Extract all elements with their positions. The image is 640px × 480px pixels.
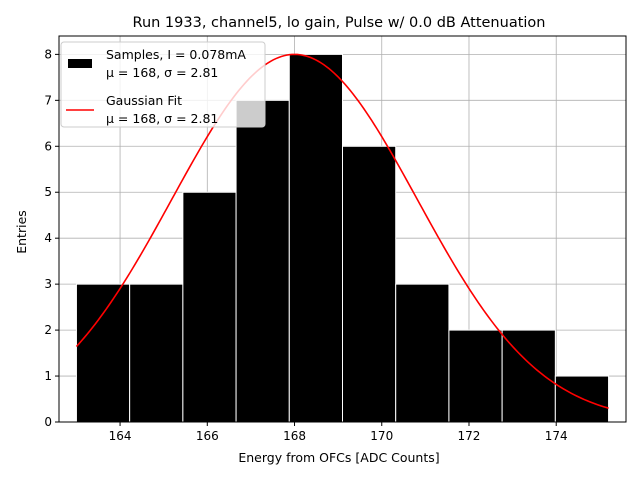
axes-frame xyxy=(58,35,627,423)
x-tick-label: 164 xyxy=(109,429,132,443)
y-tick-label: 4 xyxy=(44,231,52,245)
histogram-bar xyxy=(342,145,397,423)
y-axis-label: Entries xyxy=(14,210,29,254)
legend-label: Samples, I = 0.078mA xyxy=(106,47,246,62)
chart-title: Run 1933, channel5, lo gain, Pulse w/ 0.… xyxy=(133,15,546,31)
y-tick-label: 7 xyxy=(44,93,52,107)
y-tick-label: 2 xyxy=(44,323,52,337)
histogram-bars xyxy=(75,53,610,423)
legend: Samples, I = 0.078mA μ = 168, σ = 2.81 Gau… xyxy=(60,41,266,128)
legend-stats: μ = 168, σ = 2.81 xyxy=(106,65,218,80)
histogram-bar xyxy=(182,191,237,423)
y-tick-label: 5 xyxy=(44,185,52,199)
histogram-bar xyxy=(129,283,184,423)
y-tick-label: 0 xyxy=(44,415,52,429)
legend-stats: μ = 168, σ = 2.81 xyxy=(106,111,218,126)
x-tick-label: 174 xyxy=(545,429,568,443)
x-axis-label: Energy from OFCs [ADC Counts] xyxy=(238,450,439,465)
legend-box xyxy=(60,41,266,128)
histogram-bar xyxy=(235,99,290,423)
y-tick-label: 1 xyxy=(44,369,52,383)
legend-patch-samples xyxy=(68,59,92,68)
histogram-bar xyxy=(75,283,131,423)
y-tick-label: 6 xyxy=(44,139,52,153)
y-axis-ticks: 0 1 2 3 4 5 6 7 8 xyxy=(44,47,59,429)
y-tick-label: 3 xyxy=(44,277,52,291)
histogram-bar xyxy=(395,283,450,423)
gaussian-fit-curve xyxy=(75,53,609,409)
histogram-bar xyxy=(448,329,503,423)
x-tick-label: 168 xyxy=(283,429,306,443)
x-tick-label: 172 xyxy=(458,429,481,443)
histogram-bar xyxy=(288,53,344,423)
x-tick-label: 166 xyxy=(196,429,219,443)
y-tick-label: 8 xyxy=(44,47,52,61)
legend-label: Gaussian Fit xyxy=(106,93,182,108)
x-tick-label: 170 xyxy=(370,429,393,443)
x-axis-ticks: 164 166 168 170 172 174 xyxy=(109,422,568,443)
